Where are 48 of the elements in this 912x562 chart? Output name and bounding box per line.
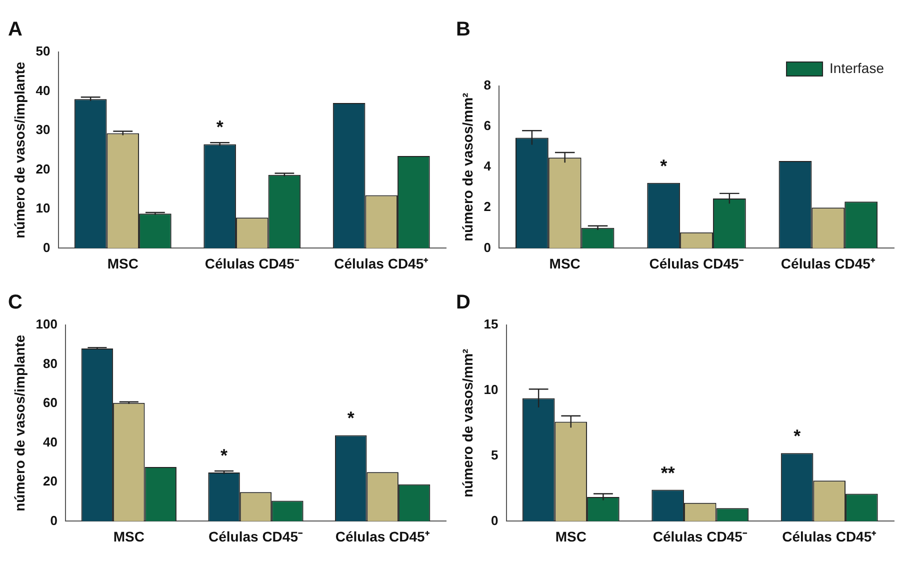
legend-label: Interfase [830,60,884,76]
y-tick-label: 4 [484,158,492,174]
y-tick-label: 0 [491,512,498,528]
annotation: * [220,446,228,466]
annotation: * [347,408,354,428]
y-tick-label: 60 [43,395,58,410]
y-tick-label: 50 [36,44,50,59]
y-tick-label: 40 [36,82,50,98]
annotation: * [660,156,668,176]
x-tick-label: Células CD45⁺ [782,528,877,544]
x-tick-label: MSC [549,255,580,272]
y-tick-label: 0 [484,240,492,255]
y-axis-title: número de vasos/implante [11,62,28,238]
x-tick-label: Células CD45⁻ [204,255,300,272]
x-tick-label: Células CD45⁺ [335,528,430,544]
y-tick-label: 30 [36,122,50,138]
x-tick-label: MSC [113,528,144,544]
y-axis-title: número de vasos/mm² [459,348,476,498]
y-tick-label: 80 [43,356,58,371]
chart-title: C [8,292,22,314]
y-tick-label: 40 [43,434,58,450]
annotation: ** [660,462,675,483]
y-tick-label: 2 [484,199,492,214]
x-tick-label: Células CD45⁺ [780,255,876,272]
y-tick-label: 10 [484,382,498,397]
annotation: * [216,117,224,138]
y-tick-label: 15 [484,316,498,332]
x-tick-label: Células CD45⁻ [208,528,303,544]
y-tick-label: 0 [43,240,50,255]
x-tick-label: Células CD45⁺ [334,255,429,272]
y-tick-label: 20 [36,161,50,176]
x-tick-label: Células CD45⁻ [652,528,748,544]
y-tick-label: 6 [484,118,492,134]
y-axis-title: número de vasos/mm² [459,92,476,242]
annotation: * [794,426,801,446]
y-tick-label: 5 [491,447,498,462]
y-tick-label: 100 [36,316,58,332]
y-axis-title: número de vasos/implante [11,334,28,512]
y-tick-label: 20 [43,474,58,489]
chart-title: D [456,292,470,314]
chart-title: B [456,18,470,41]
y-tick-label: 0 [50,512,58,528]
x-tick-label: MSC [107,255,138,272]
y-tick-label: 8 [484,78,492,93]
chart-title: A [8,18,22,41]
x-tick-label: MSC [555,528,586,544]
y-tick-label: 10 [36,200,50,216]
x-tick-label: Células CD45⁻ [649,255,744,272]
